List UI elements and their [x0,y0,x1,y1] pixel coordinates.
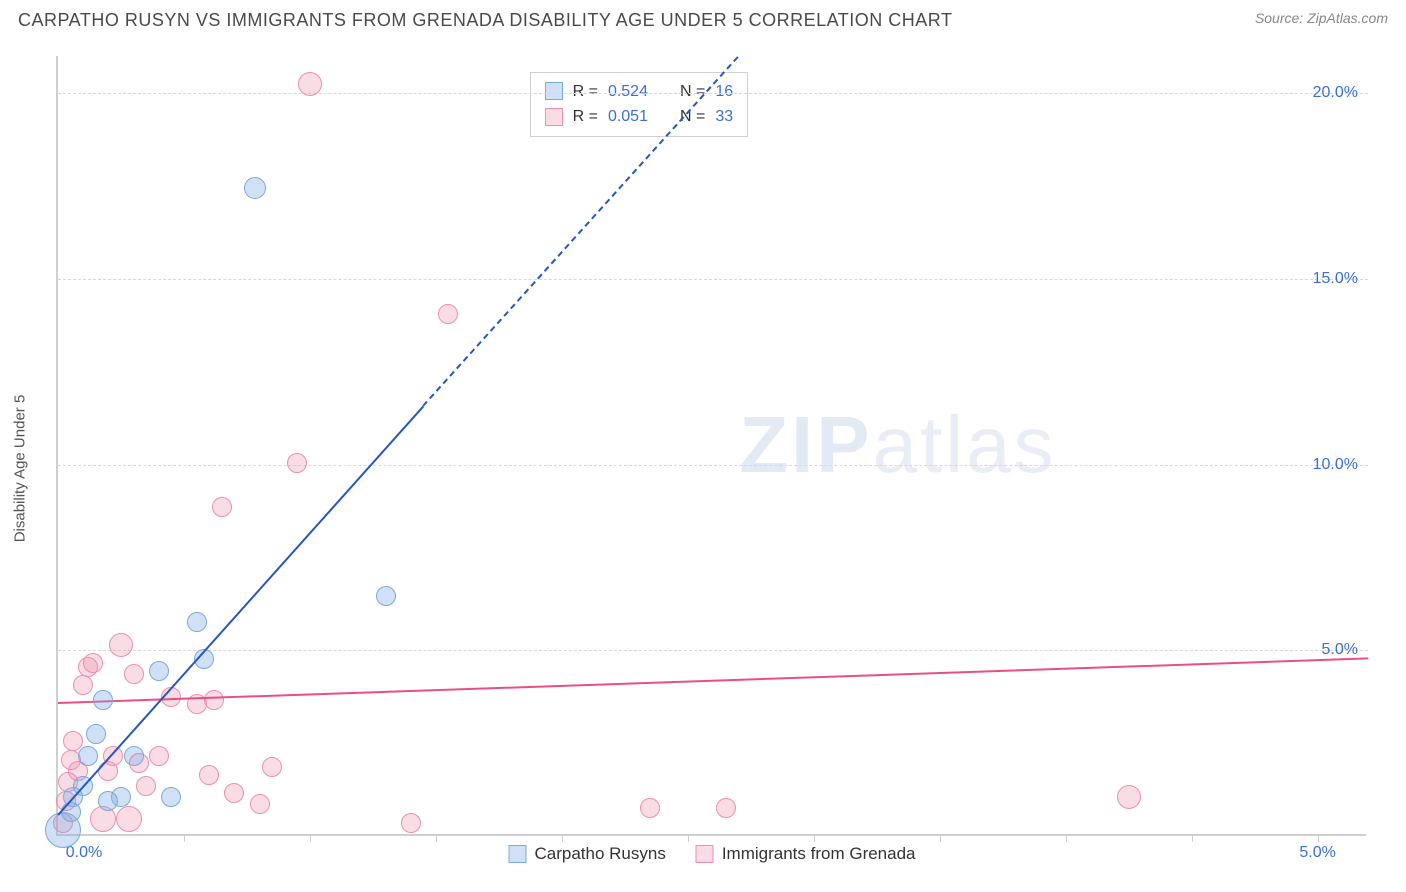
y-axis-label: Disability Age Under 5 [12,395,29,543]
data-point [298,72,322,96]
chart-container: Disability Age Under 5 ZIPatlas R =0.524… [38,50,1388,870]
x-tick [1066,834,1067,842]
legend-label: Immigrants from Grenada [722,844,916,864]
data-point [204,690,224,710]
data-point [287,453,307,473]
watermark-bold: ZIP [739,400,872,489]
data-point [401,813,421,833]
data-point [124,746,144,766]
x-tick [814,834,815,842]
plot-area: ZIPatlas R =0.524N =16R =0.051N =33 Carp… [56,56,1366,836]
legend-label: Carpatho Rusyns [534,844,665,864]
gridline [58,279,1368,280]
legend-swatch [545,82,563,100]
data-point [83,653,103,673]
data-point [1117,785,1141,809]
data-point [116,806,142,832]
legend-item: Immigrants from Grenada [696,844,916,864]
data-point [224,783,244,803]
watermark: ZIPatlas [739,399,1056,491]
data-point [187,612,207,632]
data-point [149,661,169,681]
stats-legend-row: R =0.051N =33 [545,104,734,130]
data-point [212,497,232,517]
data-point [199,765,219,785]
data-point [90,806,116,832]
data-point [161,787,181,807]
legend-swatch [545,108,563,126]
x-tick [562,834,563,842]
x-tick-label: 0.0% [66,844,102,862]
y-tick-label: 15.0% [1313,270,1358,288]
x-tick [688,834,689,842]
r-value: 0.051 [608,104,648,130]
x-tick [1318,834,1319,842]
n-value: 33 [715,104,733,130]
data-point [250,794,270,814]
data-point [93,690,113,710]
x-tick [310,834,311,842]
data-point [244,177,266,199]
chart-title: CARPATHO RUSYN VS IMMIGRANTS FROM GRENAD… [18,10,952,31]
n-value: 16 [715,79,733,105]
chart-header: CARPATHO RUSYN VS IMMIGRANTS FROM GRENAD… [0,0,1406,37]
data-point [376,586,396,606]
gridline [58,465,1368,466]
trend-line [58,658,1368,705]
data-point [438,304,458,324]
y-tick-label: 5.0% [1322,641,1358,659]
data-point [716,798,736,818]
r-value: 0.524 [608,79,648,105]
legend-swatch [696,845,714,863]
data-point [136,776,156,796]
x-tick [436,834,437,842]
legend-swatch [508,845,526,863]
data-point [124,664,144,684]
data-point [73,675,93,695]
gridline [58,93,1368,94]
y-tick-label: 20.0% [1313,84,1358,102]
legend-item: Carpatho Rusyns [508,844,665,864]
x-tick [940,834,941,842]
trend-line [57,405,424,815]
x-tick [184,834,185,842]
data-point [262,757,282,777]
x-tick-label: 5.0% [1299,844,1335,862]
data-point [86,724,106,744]
y-tick-label: 10.0% [1313,456,1358,474]
r-label: R = [573,79,598,105]
x-tick [1192,834,1193,842]
series-legend: Carpatho Rusyns Immigrants from Grenada [508,844,915,864]
watermark-rest: atlas [873,400,1057,489]
data-point [109,633,133,657]
data-point [149,746,169,766]
data-point [111,787,131,807]
data-point [103,746,123,766]
data-point [78,746,98,766]
chart-source: Source: ZipAtlas.com [1255,10,1388,26]
data-point [640,798,660,818]
r-label: R = [573,104,598,130]
n-label: N = [680,79,705,105]
gridline [58,650,1368,651]
